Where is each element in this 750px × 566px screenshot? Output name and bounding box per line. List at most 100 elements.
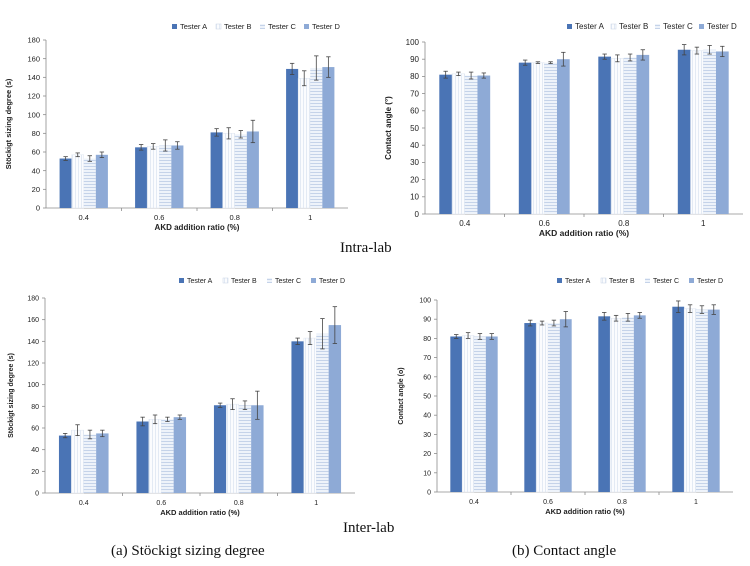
legend-swatch <box>655 24 660 29</box>
bar <box>439 74 453 215</box>
legend-label: Tester B <box>231 278 257 285</box>
bar <box>286 68 299 208</box>
bar <box>136 421 149 493</box>
bar <box>159 145 172 208</box>
legend-swatch <box>172 24 177 29</box>
y-tick-label: 140 <box>27 339 39 346</box>
y-tick-label: 60 <box>32 148 40 157</box>
y-axis-label: Stöckigt sizing degree (s) <box>4 78 13 169</box>
bar <box>291 341 304 493</box>
bar <box>297 78 311 209</box>
bar <box>173 417 187 493</box>
bar <box>146 146 160 209</box>
y-tick-label: 10 <box>423 470 431 477</box>
x-tick-label: 0.6 <box>543 499 553 506</box>
x-axis-label: AKD addition ratio (%) <box>539 228 629 238</box>
x-tick-label: 0.8 <box>234 500 244 507</box>
x-tick-label: 0.8 <box>617 499 627 506</box>
legend-swatch <box>267 278 272 283</box>
bar <box>633 315 646 492</box>
y-tick-label: 100 <box>406 38 420 47</box>
caption-inter-lab: Inter-lab <box>343 520 395 536</box>
y-tick-label: 180 <box>27 295 39 302</box>
legend-swatch <box>311 278 316 283</box>
bar <box>548 323 560 492</box>
bar <box>531 62 545 215</box>
y-tick-label: 40 <box>410 141 419 150</box>
y-tick-label: 0 <box>415 210 420 219</box>
y-axis-label: Stöckigt sizing degree (s) <box>8 353 15 438</box>
legend-swatch <box>645 278 650 283</box>
bar <box>310 68 323 208</box>
y-tick-label: 20 <box>31 469 39 476</box>
bar <box>71 154 84 209</box>
bar <box>703 49 716 215</box>
bar <box>598 316 611 492</box>
x-tick-label: 0.8 <box>618 219 630 228</box>
y-tick-label: 90 <box>410 55 419 64</box>
bar <box>222 133 235 209</box>
bar <box>246 131 259 208</box>
bar <box>477 75 491 214</box>
bar <box>316 333 329 493</box>
y-tick-label: 100 <box>419 297 431 304</box>
y-tick-label: 40 <box>32 166 40 175</box>
x-tick-label: 0.4 <box>79 500 89 507</box>
y-tick-label: 0 <box>36 204 40 213</box>
y-tick-label: 80 <box>423 336 431 343</box>
bar <box>135 147 148 208</box>
legend-swatch <box>567 24 572 29</box>
y-tick-label: 80 <box>410 72 419 81</box>
x-tick-label: 1 <box>694 499 698 506</box>
legend-swatch <box>304 24 309 29</box>
y-tick-label: 160 <box>27 54 40 63</box>
bar <box>672 306 685 492</box>
bar <box>213 405 227 493</box>
bar <box>715 51 729 215</box>
y-tick-label: 70 <box>410 89 419 98</box>
x-axis-label: AKD addition ratio (%) <box>545 507 625 516</box>
bar <box>518 62 532 214</box>
bar <box>556 59 570 215</box>
y-tick-label: 40 <box>423 413 431 420</box>
x-tick-label: 0.6 <box>156 500 166 507</box>
bar <box>464 75 478 214</box>
legend-label: Tester C <box>268 22 297 31</box>
legend-label: Tester C <box>275 278 301 285</box>
bar <box>58 435 72 493</box>
bar <box>474 336 486 492</box>
y-tick-label: 180 <box>27 36 40 45</box>
bar <box>96 433 109 493</box>
y-tick-label: 20 <box>32 185 40 194</box>
y-tick-label: 30 <box>410 158 419 167</box>
legend-swatch <box>689 278 694 283</box>
bar <box>690 50 704 215</box>
legend-label: Tester A <box>575 22 605 31</box>
bar <box>95 154 108 208</box>
legend-label: Tester C <box>663 22 693 31</box>
legend-label: Tester A <box>187 278 213 285</box>
y-tick-label: 160 <box>27 317 39 324</box>
x-tick-label: 0.4 <box>79 213 89 222</box>
bar <box>171 145 184 208</box>
x-tick-label: 0.4 <box>459 219 471 228</box>
y-tick-label: 30 <box>423 432 431 439</box>
bar <box>683 308 697 493</box>
bar <box>485 336 498 492</box>
bar <box>148 419 162 494</box>
legend-swatch <box>260 24 265 29</box>
bar <box>677 49 691 215</box>
bar <box>535 322 549 493</box>
bar <box>461 335 475 493</box>
x-tick-label: 0.4 <box>469 499 479 506</box>
bar <box>210 132 223 208</box>
bar <box>83 158 96 208</box>
y-tick-label: 60 <box>410 107 419 116</box>
intra-sizing-chart: 0 20 40 60 80 100 120 140 160 180 0.4 0.6 0.8 1 AKD ad… <box>4 22 348 232</box>
y-tick-label: 0 <box>35 490 39 497</box>
y-tick-label: 20 <box>423 451 431 458</box>
y-tick-label: 120 <box>27 360 39 367</box>
bar <box>623 57 637 215</box>
legend-label: Tester D <box>312 22 341 31</box>
legend-label: Tester B <box>619 22 648 31</box>
